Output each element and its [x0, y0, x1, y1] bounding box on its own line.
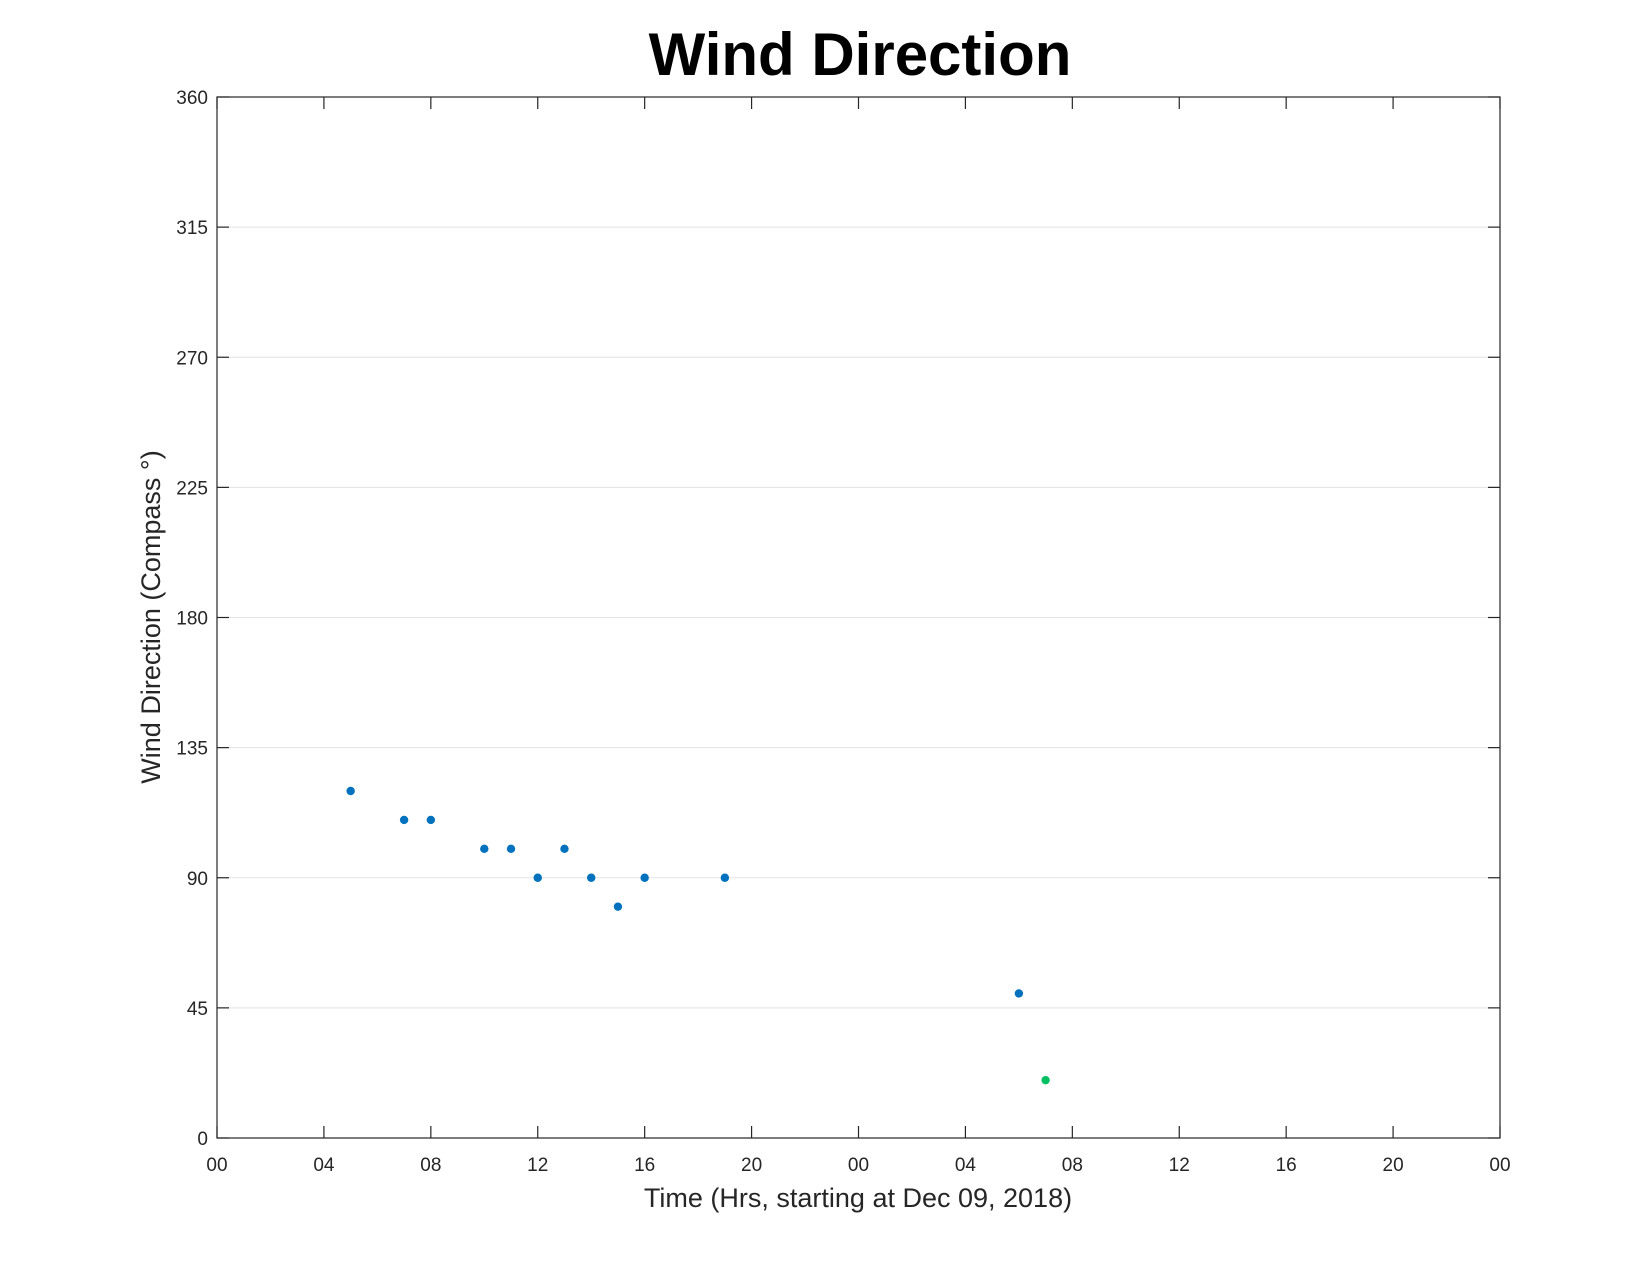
x-tick-label: 04: [313, 1155, 335, 1176]
x-tick-label: 00: [206, 1155, 227, 1176]
data-point: [1041, 1075, 1050, 1085]
y-tick-label: 360: [176, 88, 208, 109]
x-tick-label: 08: [420, 1155, 441, 1176]
x-tick-label: 20: [741, 1155, 762, 1176]
y-tick-label: 315: [176, 218, 208, 239]
data-point: [587, 873, 596, 882]
data-point: [399, 815, 409, 825]
data-point: [640, 873, 649, 882]
x-tick-label: 20: [1383, 1155, 1404, 1176]
x-tick-label: 12: [1169, 1155, 1190, 1176]
data-point: [560, 844, 569, 854]
x-tick-label: 00: [1489, 1155, 1510, 1176]
grid-lines: [217, 226, 1500, 1009]
y-tick-label: 225: [176, 478, 208, 499]
x-tick-label: 16: [634, 1155, 655, 1176]
x-tick-label: 12: [527, 1155, 548, 1176]
data-point: [1014, 989, 1024, 998]
data-point: [346, 786, 355, 796]
data-point: [426, 815, 436, 825]
y-axis-label: Wind Direction (Compass °): [136, 450, 166, 783]
y-tick-label: 180: [176, 609, 208, 630]
data-point: [506, 844, 516, 854]
y-tick-label: 135: [176, 739, 208, 760]
data-point: [480, 844, 489, 854]
x-tick-label: 16: [1276, 1155, 1297, 1176]
y-tick-label: 270: [176, 348, 208, 369]
data-point: [720, 873, 730, 882]
x-tick-label: 00: [848, 1155, 869, 1176]
data-point: [533, 873, 542, 882]
x-axis-label: Time (Hrs, starting at Dec 09, 2018): [644, 1183, 1072, 1213]
chart-title: Wind Direction: [649, 21, 1072, 88]
y-tick-label: 0: [197, 1129, 208, 1150]
data-points: [346, 786, 1050, 1085]
y-tick-label: 45: [187, 999, 208, 1020]
x-axis-tick-labels: 00 04 08 12 16 20 00 04 08 12 16 20 00: [206, 1155, 1510, 1176]
x-tick-label: 04: [955, 1155, 977, 1176]
y-tick-label: 90: [187, 869, 208, 890]
x-tick-label: 08: [1062, 1155, 1083, 1176]
axis-ticks: [216, 96, 1501, 1139]
data-point: [613, 902, 623, 911]
y-axis-tick-labels: 0 45 90 135 180 225 270 315 360: [176, 88, 208, 1150]
